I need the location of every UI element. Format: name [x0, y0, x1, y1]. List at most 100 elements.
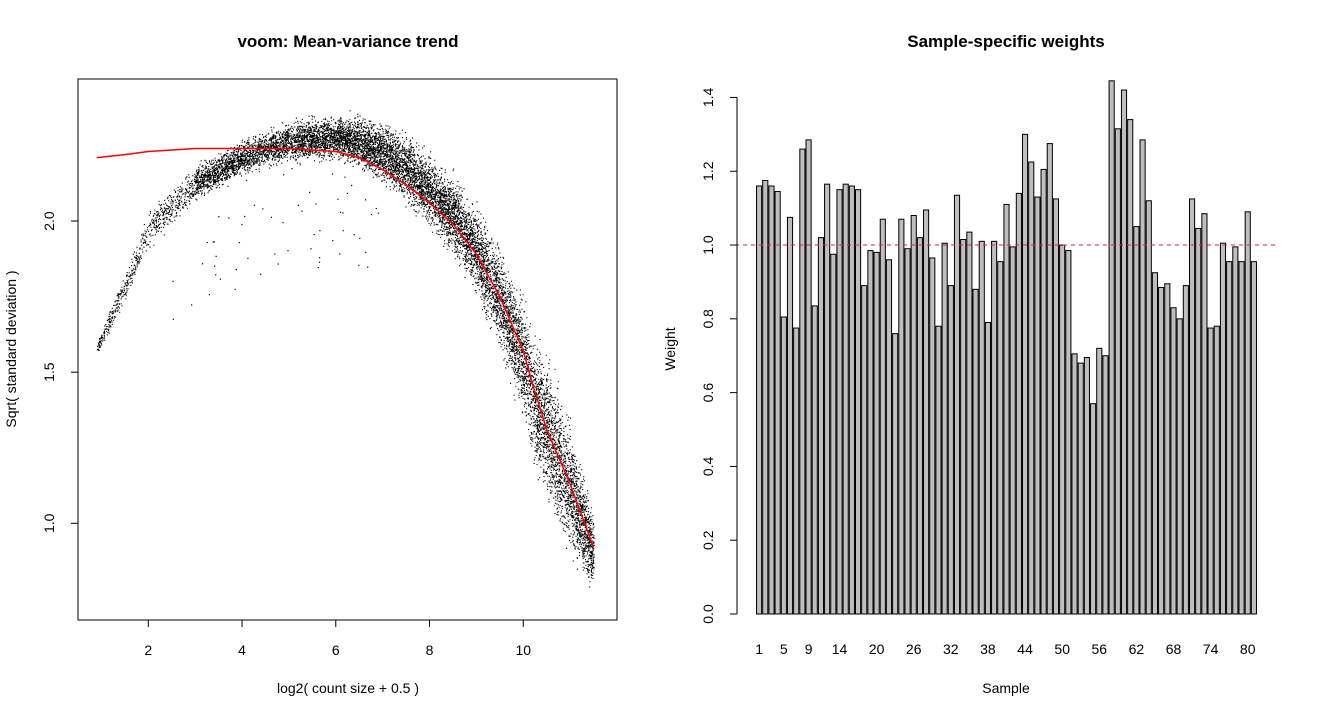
weights-x-tick-label: 38 — [980, 641, 996, 657]
weight-bar-36 — [972, 288, 979, 615]
weights-bars — [756, 80, 1257, 615]
voom-y-tick-label: 1.0 — [41, 513, 57, 533]
voom-point — [370, 213, 373, 216]
voom-point — [339, 253, 341, 255]
voom-point — [377, 212, 380, 214]
weight-bar-46 — [1034, 196, 1041, 615]
weight-bar-7 — [793, 327, 800, 615]
weight-bar-21 — [879, 218, 886, 615]
weight-bar-48 — [1046, 143, 1053, 615]
weight-bar-72 — [1195, 227, 1202, 615]
voom-point — [344, 176, 346, 178]
voom-point — [331, 173, 334, 175]
weights-x-label: Sample — [982, 680, 1030, 696]
weight-bar-45 — [1028, 161, 1035, 615]
weight-bar-33 — [953, 194, 961, 615]
weights-x-tick-label: 1 — [755, 641, 763, 657]
weights-x-tick-label: 68 — [1166, 641, 1182, 657]
weights-y-tick-label: 0.4 — [700, 456, 716, 476]
weights-x-tick-label: 74 — [1203, 641, 1219, 657]
voom-point — [282, 222, 284, 224]
weight-bar-10 — [811, 305, 818, 615]
weights-y-label: Weight — [662, 327, 678, 370]
weights-y-tick-label: 0.0 — [700, 604, 716, 624]
voom-point — [238, 242, 241, 244]
voom-y-tick-label: 2.0 — [41, 211, 57, 231]
weight-bar-31 — [941, 242, 948, 615]
voom-point — [365, 251, 367, 253]
voom-point — [358, 264, 360, 266]
voom-point — [375, 207, 377, 210]
weight-bar-14 — [836, 189, 843, 615]
voom-point — [270, 216, 273, 219]
voom-plot-box — [77, 78, 618, 621]
weight-bar-69 — [1176, 318, 1183, 615]
weight-bar-57 — [1102, 355, 1109, 615]
voom-point — [235, 268, 237, 271]
weight-bar-6 — [786, 216, 794, 615]
voom-point — [214, 265, 216, 267]
voom-x-tick-label: 10 — [515, 642, 531, 658]
voom-point — [262, 208, 264, 210]
voom-point — [319, 257, 321, 259]
weight-bar-61 — [1127, 119, 1134, 615]
weight-bar-80 — [1244, 211, 1251, 615]
voom-point — [244, 215, 246, 218]
weights-x-tick-label: 32 — [943, 641, 959, 657]
voom-point — [215, 255, 217, 257]
weight-bar-4 — [774, 191, 781, 615]
weights-y-tick-label: 1.0 — [700, 235, 716, 255]
voom-y-label: Sqrt( standard deviation ) — [3, 270, 19, 427]
weight-bar-77 — [1226, 261, 1233, 615]
weight-bar-41 — [1003, 203, 1010, 615]
weights-y-axis: 0.0 0.2 0.4 0.6 0.8 1.0 1.2 1.4 — [700, 88, 738, 624]
voom-point — [339, 211, 342, 214]
voom-x-tick-label: 4 — [238, 642, 246, 658]
weight-bar-65 — [1151, 272, 1159, 615]
voom-point — [241, 223, 243, 226]
weight-bar-13 — [830, 253, 837, 615]
weight-bar-58 — [1108, 80, 1115, 615]
weight-bar-25 — [904, 248, 911, 615]
weight-bar-26 — [910, 215, 917, 615]
weight-bar-39 — [991, 240, 998, 615]
voom-point — [351, 184, 353, 187]
weight-bar-81 — [1250, 261, 1257, 615]
voom-point — [315, 203, 317, 205]
weight-bar-66 — [1158, 286, 1165, 615]
weight-bar-32 — [947, 285, 954, 615]
weight-bar-71 — [1188, 198, 1196, 615]
voom-point — [212, 241, 214, 243]
voom-point — [206, 241, 208, 244]
weight-bar-43 — [1015, 192, 1022, 615]
weight-bar-15 — [842, 183, 849, 615]
weight-bar-55 — [1090, 403, 1097, 615]
weight-bar-1 — [756, 185, 763, 615]
voom-y-axis: 1.0 1.5 2.0 — [41, 211, 78, 533]
weight-bar-34 — [960, 239, 967, 615]
weight-bar-11 — [817, 237, 825, 615]
voom-point — [337, 198, 339, 200]
weight-bar-20 — [873, 251, 880, 615]
weight-bar-16 — [848, 185, 855, 615]
voom-trend-line — [96, 147, 595, 548]
voom-point — [346, 192, 348, 195]
weight-bar-78 — [1232, 246, 1239, 615]
voom-point — [283, 174, 285, 176]
weight-bar-63 — [1139, 139, 1146, 615]
voom-point — [319, 230, 321, 232]
weights-x-tick-label: 50 — [1054, 641, 1070, 657]
weight-bar-17 — [854, 189, 862, 615]
voom-y-tick-label: 1.5 — [41, 362, 57, 382]
weight-bar-62 — [1133, 226, 1140, 615]
weight-bar-19 — [867, 250, 874, 615]
voom-x-tick-label: 8 — [426, 642, 434, 658]
weight-bar-42 — [1009, 246, 1016, 615]
voom-point — [219, 278, 221, 280]
weight-bar-51 — [1065, 250, 1072, 615]
voom-point — [277, 263, 279, 265]
voom-point — [291, 168, 293, 170]
weights-y-tick-label: 1.4 — [700, 88, 716, 108]
voom-x-label: log2( count size + 0.5 ) — [277, 680, 419, 696]
weight-bar-12 — [824, 183, 831, 615]
